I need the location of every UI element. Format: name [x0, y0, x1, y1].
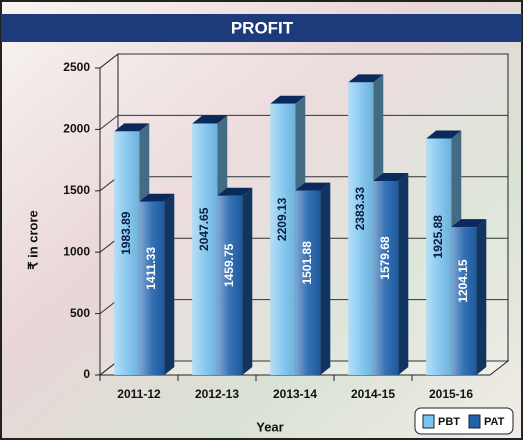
legend-label: PBT [438, 416, 460, 428]
value-label: 1925.88 [431, 215, 445, 259]
x-tick-label: 2011-12 [117, 387, 161, 401]
legend-swatch [423, 415, 434, 428]
y-axis-label: ₹ in crore [25, 210, 40, 270]
y-tick-label: 1500 [63, 183, 90, 197]
y-tick-label: 1000 [63, 244, 90, 258]
y-tick-label: 0 [83, 367, 90, 381]
value-label: 2047.65 [197, 207, 211, 251]
x-tick-label: 2012-13 [195, 387, 239, 401]
x-tick-label: 2014-15 [351, 387, 395, 401]
y-tick-label: 500 [70, 306, 90, 320]
legend-label: PAT [484, 416, 505, 428]
value-label: 1501.88 [300, 241, 314, 285]
bar-side-shade [398, 173, 408, 375]
chart: PROFIT ₹ in crore Year 0 500 1000 1500 2000 2… [0, 0, 523, 440]
y-tick-label: 2000 [63, 122, 90, 136]
bar-side-shade [476, 219, 486, 375]
legend-swatch [469, 415, 480, 428]
x-tick-label: 2013-14 [273, 387, 317, 401]
value-label: 1411.33 [144, 247, 158, 290]
x-tick-label: 2015-16 [429, 387, 473, 401]
value-label: 2383.33 [353, 187, 367, 231]
bar-side-shade [242, 188, 252, 375]
chart-title: PROFIT [231, 18, 294, 37]
value-label: 2209.13 [275, 197, 289, 241]
value-label: 1983.89 [119, 211, 133, 255]
y-tick-label: 2500 [63, 60, 90, 74]
value-label: 1459.75 [222, 243, 236, 287]
bar-side-shade [320, 183, 330, 375]
value-label: 1204.15 [456, 259, 470, 303]
bar-side-shade [164, 194, 174, 375]
value-label: 1579.68 [378, 236, 392, 280]
x-axis-label: Year [256, 419, 283, 434]
